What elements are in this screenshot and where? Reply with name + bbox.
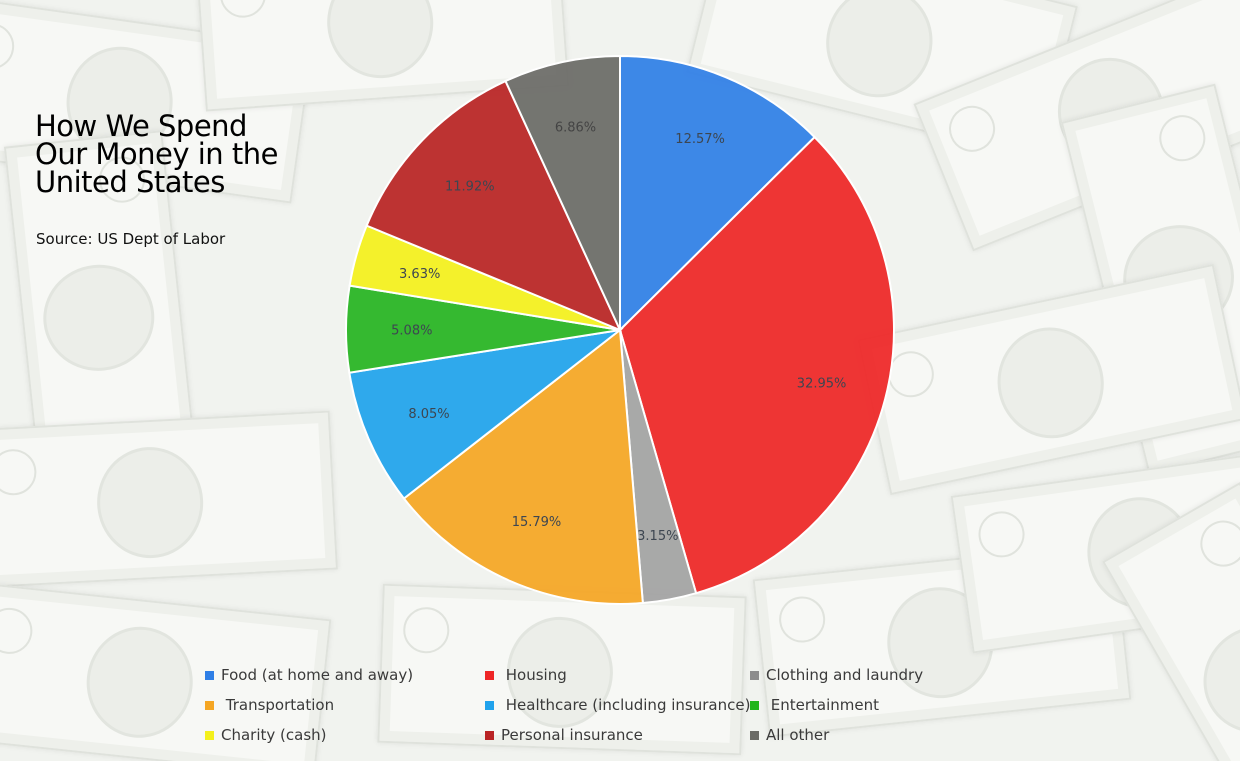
legend-item: All other — [750, 725, 965, 745]
chart-title: How We Spend Our Money in the United Sta… — [35, 109, 335, 199]
legend-label: Transportation — [221, 696, 335, 714]
legend-swatch-icon — [485, 730, 494, 740]
legend-label: Healthcare (including insurance) — [501, 696, 751, 714]
legend-item: Food (at home and away) — [205, 665, 485, 685]
legend-swatch-icon — [750, 670, 759, 680]
legend-swatch-icon — [750, 730, 759, 740]
legend-swatch-icon — [205, 670, 214, 680]
title-line: Our Money in the — [35, 137, 278, 171]
legend-swatch-icon — [750, 700, 759, 710]
slice-value-label: 32.95% — [797, 376, 847, 391]
pie-slice-all-other — [504, 54, 621, 331]
legend-label: All other — [766, 726, 830, 744]
slice-value-label: 5.08% — [391, 323, 432, 338]
legend-item: Clothing and laundry — [750, 665, 965, 685]
legend-item: Entertainment — [750, 695, 965, 715]
slice-value-label: 3.63% — [399, 267, 440, 282]
slice-value-label: 11.92% — [445, 180, 495, 195]
legend-item: Healthcare (including insurance) — [485, 695, 750, 715]
chart-legend: Food (at home and away) Housing Clothing … — [205, 665, 965, 745]
legend-label: Entertainment — [766, 696, 880, 714]
legend-label: Clothing and laundry — [766, 666, 924, 684]
chart-source: Source: US Dept of Labor — [36, 230, 226, 248]
legend-swatch-icon — [205, 730, 214, 740]
legend-label: Personal insurance — [501, 726, 643, 744]
slice-value-label: 12.57% — [675, 132, 725, 147]
pie-slice-transportation — [402, 328, 644, 605]
pie-slice-housing — [618, 135, 895, 595]
legend-item: Housing — [485, 665, 750, 685]
title-line: How We Spend — [35, 109, 247, 143]
legend-item: Personal insurance — [485, 725, 750, 745]
legend-item: Transportation — [205, 695, 485, 715]
legend-label: Food (at home and away) — [221, 666, 414, 684]
slice-value-label: 3.15% — [637, 529, 678, 544]
title-line: United States — [35, 165, 225, 199]
legend-swatch-icon — [485, 700, 494, 710]
slice-value-label: 8.05% — [408, 407, 449, 422]
legend-label: Charity (cash) — [221, 726, 327, 744]
pie-slice-healthcare-including-insurance — [348, 328, 624, 500]
legend-item: Charity (cash) — [205, 725, 485, 745]
slice-value-label: 6.86% — [555, 121, 596, 136]
legend-swatch-icon — [205, 700, 214, 710]
legend-label: Housing — [501, 666, 567, 684]
slice-value-label: 15.79% — [512, 515, 562, 530]
pie-slice-personal-insurance — [365, 79, 622, 332]
pie-slice-food-at-home-and-away — [619, 54, 817, 333]
legend-swatch-icon — [485, 670, 494, 680]
